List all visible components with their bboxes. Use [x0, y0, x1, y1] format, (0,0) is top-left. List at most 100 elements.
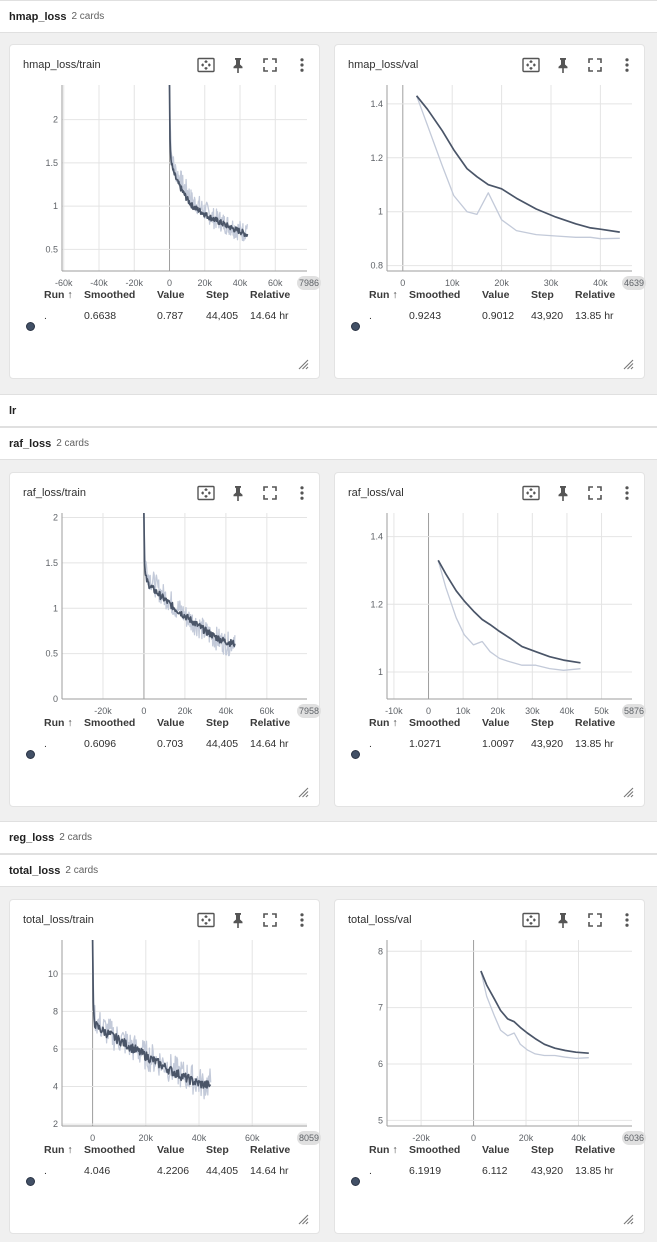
x-tick-label: 20k: [490, 706, 505, 716]
more-vert-icon[interactable]: [292, 55, 312, 75]
col-header-relative[interactable]: Relative: [250, 1144, 290, 1156]
col-header-run[interactable]: Run ↑: [44, 1144, 73, 1156]
col-header-relative[interactable]: Relative: [250, 717, 290, 729]
col-header-step[interactable]: Step: [206, 717, 229, 729]
col-header-relative[interactable]: Relative: [250, 289, 290, 301]
header-label: Step: [531, 717, 554, 729]
col-header-step[interactable]: Step: [531, 717, 554, 729]
sort-ascending-icon: ↑: [392, 1144, 398, 1156]
fit-domain-icon[interactable]: [196, 483, 216, 503]
line-chart[interactable]: -20k 0 20k 40k 60k 7958 0 0.5 1 1.5 2: [10, 509, 321, 721]
resize-handle-icon[interactable]: [298, 1212, 309, 1225]
y-tick-label: 1: [378, 667, 383, 677]
pin-icon[interactable]: [228, 55, 248, 75]
group-header-reg-loss[interactable]: reg_loss 2 cards: [0, 821, 657, 854]
group-header-raf-loss[interactable]: raf_loss 2 cards: [0, 427, 657, 460]
fit-domain-icon[interactable]: [521, 483, 541, 503]
col-header-smoothed[interactable]: Smoothed: [409, 289, 460, 301]
col-header-value[interactable]: Value: [157, 717, 184, 729]
col-header-run[interactable]: Run ↑: [44, 289, 73, 301]
line-chart[interactable]: -10k 0 10k 20k 30k 40k 50k 5876 1 1.2 1.4: [335, 509, 646, 721]
fit-domain-icon[interactable]: [196, 55, 216, 75]
y-tick-label: 0.5: [45, 649, 58, 659]
col-header-value[interactable]: Value: [482, 717, 509, 729]
fit-domain-icon[interactable]: [521, 55, 541, 75]
resize-handle-icon[interactable]: [298, 785, 309, 798]
x-tick-label: 0: [141, 706, 146, 716]
fullscreen-icon[interactable]: [585, 483, 605, 503]
x-tick-label: -20k: [412, 1133, 430, 1143]
col-header-value[interactable]: Value: [482, 1144, 509, 1156]
smoothed-series-line: [168, 84, 249, 238]
more-vert-icon[interactable]: [617, 55, 637, 75]
fit-domain-icon[interactable]: [196, 910, 216, 930]
more-vert-icon[interactable]: [617, 910, 637, 930]
line-chart[interactable]: 0 10k 20k 30k 40k 4639 0.8 1 1.2 1.4: [335, 81, 646, 293]
step-value: 43,920: [531, 310, 564, 322]
group-header-total-loss[interactable]: total_loss 2 cards: [0, 854, 657, 887]
pin-icon[interactable]: [553, 483, 573, 503]
col-header-smoothed[interactable]: Smoothed: [84, 1144, 135, 1156]
group-header-hmap-loss[interactable]: hmap_loss 2 cards: [0, 0, 657, 33]
card-title: hmap_loss/val: [348, 59, 419, 71]
col-header-value[interactable]: Value: [157, 1144, 184, 1156]
line-chart[interactable]: -60k -40k -20k 0 20k 40k 60k 7986 0.5 1 1.5 2: [10, 81, 321, 293]
resize-handle-icon[interactable]: [298, 357, 309, 370]
relative-time: 13.85 hr: [575, 310, 614, 322]
col-header-run[interactable]: Run ↑: [369, 1144, 398, 1156]
fullscreen-icon[interactable]: [585, 55, 605, 75]
header-label: Run: [44, 289, 65, 301]
pin-icon[interactable]: [228, 910, 248, 930]
more-vert-icon[interactable]: [292, 483, 312, 503]
sort-ascending-icon: ↑: [392, 289, 398, 301]
col-header-smoothed[interactable]: Smoothed: [84, 717, 135, 729]
y-tick-label: 1.4: [370, 99, 383, 109]
run-color-dot[interactable]: [351, 322, 360, 331]
col-header-relative[interactable]: Relative: [575, 717, 615, 729]
x-tick-label: 60k: [268, 278, 283, 288]
col-header-relative[interactable]: Relative: [575, 289, 615, 301]
col-header-step[interactable]: Step: [206, 1144, 229, 1156]
sort-ascending-icon: ↑: [67, 289, 73, 301]
run-color-dot[interactable]: [351, 750, 360, 759]
group-title: raf_loss: [9, 437, 52, 450]
run-color-dot[interactable]: [351, 1177, 360, 1186]
resize-handle-icon[interactable]: [623, 1212, 634, 1225]
group-header-lr[interactable]: lr: [0, 394, 657, 427]
run-color-dot[interactable]: [26, 322, 35, 331]
col-header-smoothed[interactable]: Smoothed: [84, 289, 135, 301]
col-header-relative[interactable]: Relative: [575, 1144, 615, 1156]
line-chart[interactable]: -20k 0 20k 40k 6036 5 6 7 8: [335, 936, 646, 1148]
col-header-smoothed[interactable]: Smoothed: [409, 717, 460, 729]
col-header-run[interactable]: Run ↑: [369, 717, 398, 729]
col-header-run[interactable]: Run ↑: [44, 717, 73, 729]
resize-handle-icon[interactable]: [623, 785, 634, 798]
fullscreen-icon[interactable]: [260, 483, 280, 503]
run-name: .: [44, 1165, 47, 1177]
col-header-step[interactable]: Step: [206, 289, 229, 301]
fullscreen-icon[interactable]: [260, 55, 280, 75]
col-header-step[interactable]: Step: [531, 1144, 554, 1156]
line-chart[interactable]: 0 20k 40k 60k 8059 2 4 6 8 10: [10, 936, 321, 1148]
smoothed-series-line: [91, 939, 212, 1089]
more-vert-icon[interactable]: [292, 910, 312, 930]
fullscreen-icon[interactable]: [260, 910, 280, 930]
col-header-step[interactable]: Step: [531, 289, 554, 301]
col-header-smoothed[interactable]: Smoothed: [409, 1144, 460, 1156]
more-vert-icon[interactable]: [617, 483, 637, 503]
fullscreen-icon[interactable]: [585, 910, 605, 930]
raw-value: 0.787: [157, 310, 184, 322]
resize-handle-icon[interactable]: [623, 357, 634, 370]
y-tick-label: 2: [53, 1119, 58, 1129]
fit-domain-icon[interactable]: [521, 910, 541, 930]
x-tick-label: -20k: [126, 278, 144, 288]
pin-icon[interactable]: [553, 910, 573, 930]
col-header-value[interactable]: Value: [482, 289, 509, 301]
col-header-value[interactable]: Value: [157, 289, 184, 301]
run-color-dot[interactable]: [26, 750, 35, 759]
col-header-run[interactable]: Run ↑: [369, 289, 398, 301]
pin-icon[interactable]: [553, 55, 573, 75]
run-color-dot[interactable]: [26, 1177, 35, 1186]
pin-icon[interactable]: [228, 483, 248, 503]
x-tick-label: 6036: [624, 1133, 644, 1143]
